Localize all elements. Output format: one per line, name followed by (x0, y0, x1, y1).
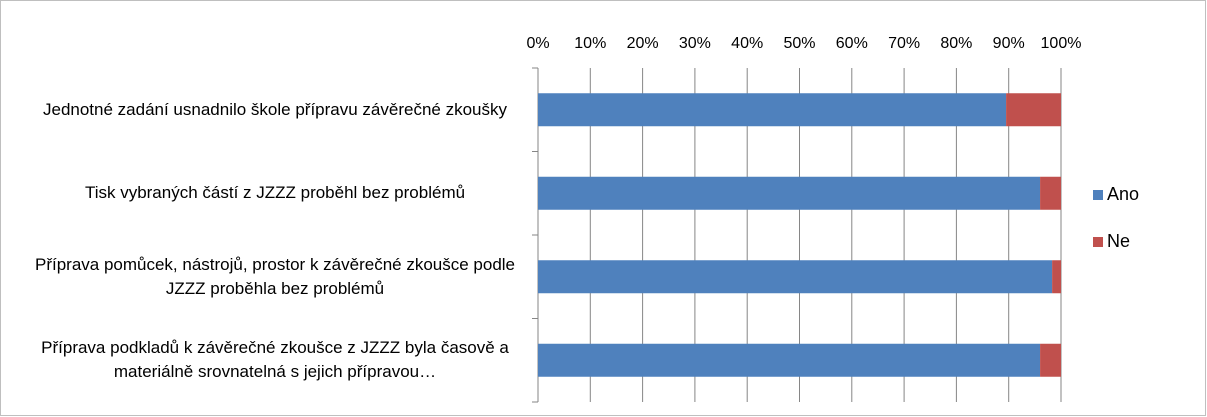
bar-segment (1052, 260, 1061, 294)
bar-segment (538, 93, 1007, 127)
x-tick-label: 100% (1041, 35, 1082, 52)
x-tick-label: 90% (993, 35, 1025, 52)
bar-segment (538, 176, 1041, 210)
legend-label: Ne (1107, 231, 1130, 251)
x-tick-label: 40% (731, 35, 763, 52)
x-tick-label: 60% (836, 35, 868, 52)
x-tick-label: 50% (783, 35, 815, 52)
bar-segment (1040, 343, 1061, 377)
bar-segment (1006, 93, 1061, 127)
legend-swatch (1093, 237, 1103, 247)
y-tick-label: Jednotné zadání usnadnilo škole přípravu… (42, 99, 507, 119)
bar-segment (1040, 176, 1061, 210)
y-tick-label: Příprava podkladů k závěrečné zkoušce z … (41, 338, 509, 382)
x-tick-label: 10% (574, 35, 606, 52)
bar-segment (538, 260, 1053, 294)
y-tick-label: Příprava pomůcek, nástrojů, prostor k zá… (34, 254, 516, 298)
y-tick-label: Tisk vybraných částí z JZZZ proběhl bez … (84, 183, 466, 203)
x-tick-label: 0% (526, 35, 549, 52)
legend-swatch (1093, 190, 1103, 200)
legend-label: Ano (1107, 184, 1139, 204)
bar-segment (538, 343, 1041, 377)
x-tick-label: 20% (627, 35, 659, 52)
x-tick-label: 80% (940, 35, 972, 52)
x-tick-label: 30% (679, 35, 711, 52)
x-tick-label: 70% (888, 35, 920, 52)
